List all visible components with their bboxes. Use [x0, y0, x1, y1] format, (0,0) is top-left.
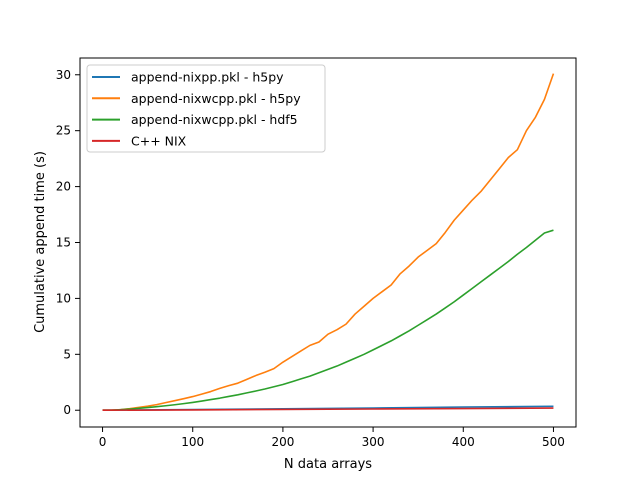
legend-label: append-nixwcpp.pkl - hdf5 [131, 112, 298, 127]
y-tick-label: 10 [56, 291, 71, 305]
x-tick-label: 200 [271, 435, 294, 449]
series-line-2 [102, 73, 555, 412]
y-tick-label: 25 [56, 124, 71, 138]
y-tick-label: 15 [56, 236, 71, 250]
y-tick-label: 30 [56, 68, 71, 82]
series-lines [102, 73, 555, 412]
legend-label: append-nixpp.pkl - h5py [131, 70, 284, 85]
y-tick-label: 20 [56, 180, 71, 194]
y-tick-label: 5 [63, 347, 71, 361]
series-line-4 [102, 407, 554, 412]
legend-label: append-nixwcpp.pkl - h5py [131, 91, 301, 106]
x-tick-label: 400 [452, 435, 475, 449]
x-tick-label: 100 [181, 435, 204, 449]
x-tick-label: 0 [99, 435, 107, 449]
legend-box [86, 64, 326, 153]
y-tick-label: 0 [63, 403, 71, 417]
series-line-3 [102, 229, 554, 412]
x-axis-ticks: 0 100 200 300 400 500 [99, 427, 565, 449]
legend-label: C++ NIX [131, 133, 187, 148]
x-tick-label: 300 [362, 435, 385, 449]
legend: append-nixpp.pkl - h5py append-nixwcpp.pk… [86, 64, 326, 153]
y-axis-label: Cumulative append time (s) [33, 151, 48, 333]
y-axis-ticks: 0 5 10 15 20 25 30 [56, 68, 80, 417]
x-tick-label: 500 [542, 435, 565, 449]
x-axis-label: N data arrays [284, 457, 372, 472]
